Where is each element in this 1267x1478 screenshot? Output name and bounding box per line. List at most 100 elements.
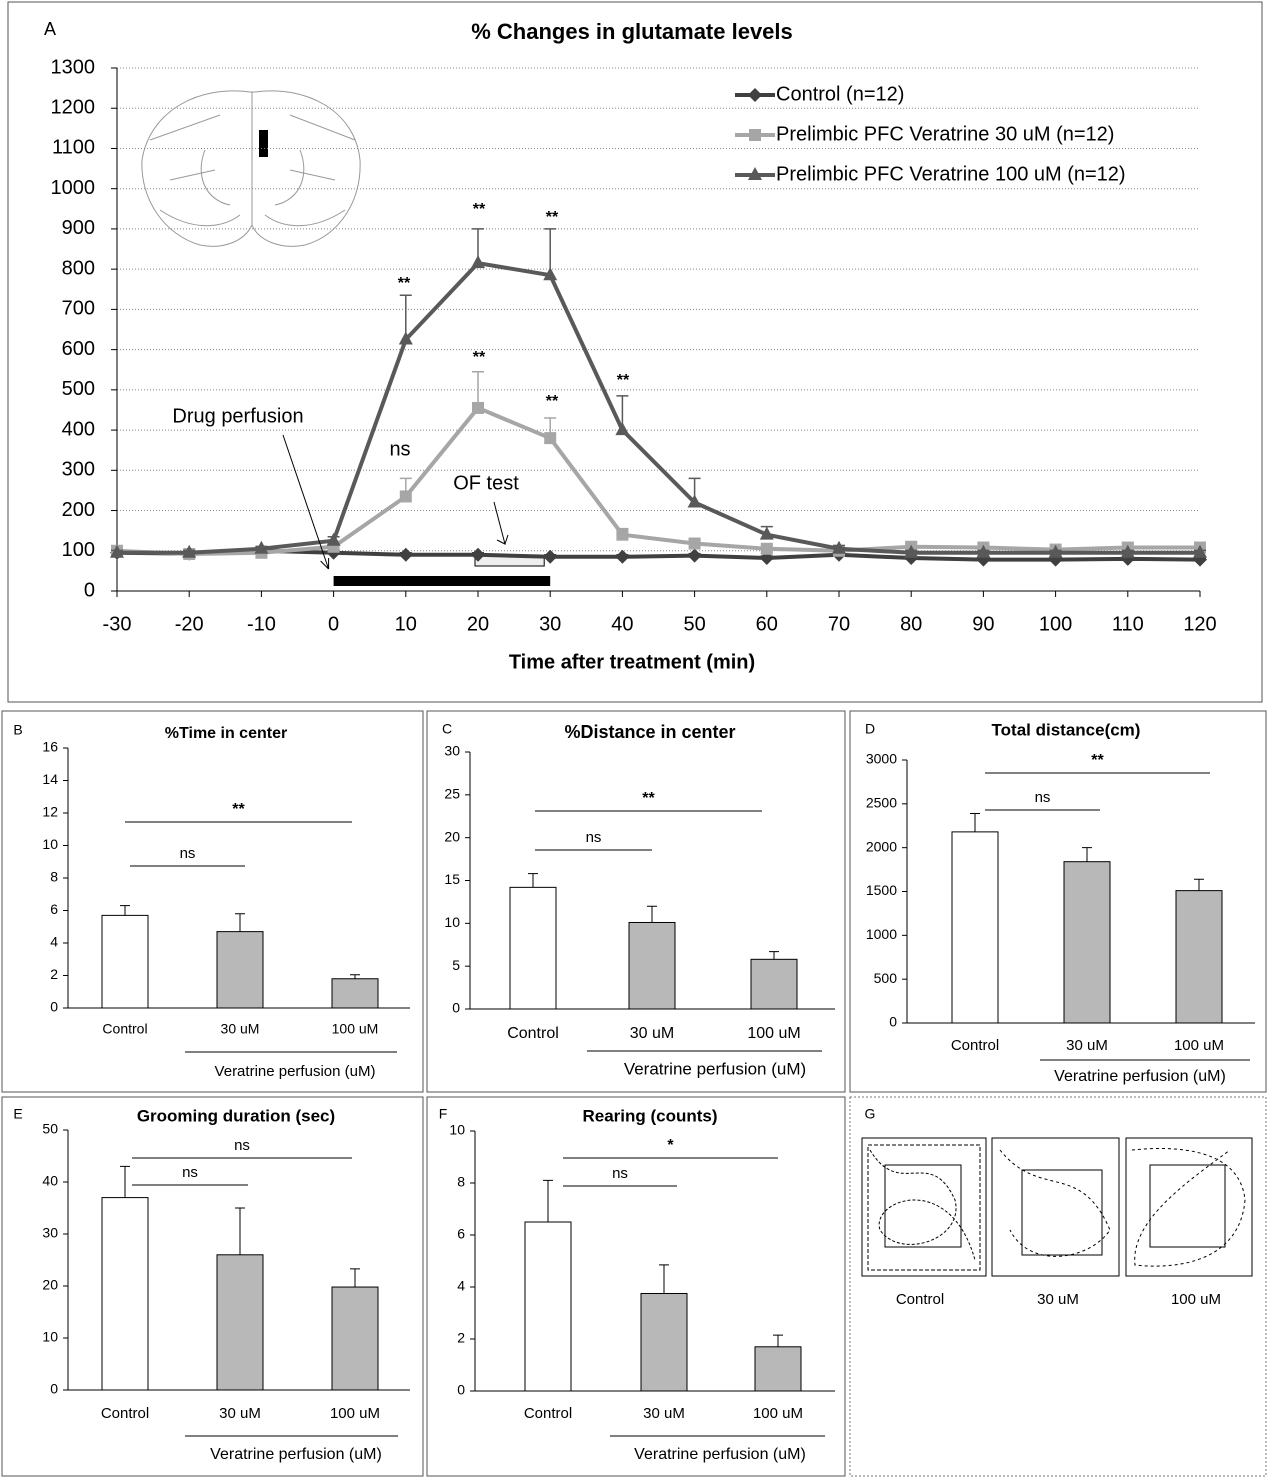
x-tick-label: 100 uM bbox=[747, 1025, 800, 1042]
perfusion-bar bbox=[333, 576, 551, 586]
y-tick-label: 40 bbox=[42, 1173, 58, 1189]
x-tick-label: 0 bbox=[328, 613, 339, 635]
error-bar bbox=[659, 1264, 669, 1294]
y-tick-label: 0 bbox=[457, 1382, 465, 1398]
x-tick-label: 100 uM bbox=[753, 1405, 803, 1422]
y-tick-label: 50 bbox=[42, 1121, 58, 1137]
y-tick-label: 500 bbox=[874, 970, 898, 986]
y-tick-label: 6 bbox=[457, 1226, 465, 1242]
y-tick-label: 900 bbox=[62, 217, 95, 239]
panel-frame bbox=[849, 710, 1267, 1093]
marker bbox=[687, 548, 702, 563]
x-axis-label: Veratrine perfusion (uM) bbox=[634, 1446, 806, 1463]
panel-letter: F bbox=[439, 1106, 448, 1122]
marker bbox=[1193, 544, 1207, 558]
marker bbox=[472, 401, 484, 414]
y-tick-label: 1100 bbox=[52, 137, 95, 159]
marker bbox=[254, 540, 269, 554]
annotation: ** bbox=[473, 349, 486, 366]
y-tick-label: 1000 bbox=[51, 177, 96, 199]
x-tick-label: 20 bbox=[467, 613, 489, 635]
y-tick-label: 6 bbox=[50, 901, 58, 917]
error-bar bbox=[1194, 878, 1204, 891]
arrow bbox=[493, 501, 509, 545]
panel-letter: E bbox=[13, 1106, 22, 1122]
y-tick-label: 3000 bbox=[866, 751, 897, 767]
chart-title: Grooming duration (sec) bbox=[137, 1106, 335, 1125]
y-tick-label: 2000 bbox=[866, 838, 897, 854]
x-tick-label: Control bbox=[102, 1021, 147, 1037]
x-tick-label: Control bbox=[101, 1405, 149, 1422]
y-tick-label: 2 bbox=[50, 966, 58, 982]
marker bbox=[326, 532, 341, 546]
significance-label: ns bbox=[1035, 789, 1051, 806]
marker bbox=[471, 547, 485, 562]
significance-label: ns bbox=[612, 1165, 628, 1182]
error-bar bbox=[769, 951, 779, 960]
significance-label: * bbox=[667, 1137, 674, 1154]
y-tick-label: 1500 bbox=[866, 882, 897, 898]
bar bbox=[750, 958, 798, 1010]
x-tick-label: 10 bbox=[395, 613, 417, 635]
y-tick-label: 30 bbox=[42, 1225, 58, 1241]
y-tick-label: 14 bbox=[42, 771, 58, 787]
y-tick-label: 300 bbox=[62, 459, 95, 481]
bar bbox=[216, 1254, 264, 1391]
legend-label: Prelimbic PFC Veratrine 30 uM (n=12) bbox=[776, 123, 1114, 145]
panel-letter: A bbox=[44, 19, 56, 39]
y-tick-label: 8 bbox=[457, 1174, 465, 1190]
marker bbox=[544, 432, 557, 445]
y-tick-label: 4 bbox=[50, 934, 58, 950]
x-tick-label: 30 uM bbox=[219, 1405, 261, 1422]
x-axis-label: Veratrine perfusion (uM) bbox=[1054, 1068, 1226, 1085]
panel-letter: G bbox=[865, 1106, 876, 1122]
error-bar bbox=[773, 1334, 783, 1347]
y-tick-label: 4 bbox=[457, 1278, 465, 1294]
significance-label: ** bbox=[1091, 752, 1104, 769]
significance-label: ** bbox=[642, 790, 655, 807]
x-tick-label: 80 bbox=[900, 613, 922, 635]
marker bbox=[976, 544, 991, 558]
significance-label: ns bbox=[586, 829, 602, 846]
marker bbox=[1120, 544, 1135, 558]
error-bar bbox=[1082, 847, 1092, 862]
track-label: Control bbox=[896, 1291, 944, 1308]
x-tick-label: Control bbox=[507, 1025, 559, 1042]
marker bbox=[759, 526, 774, 540]
bar bbox=[331, 978, 379, 1009]
error-bar bbox=[970, 812, 980, 832]
significance-label: ns bbox=[180, 845, 196, 862]
bar bbox=[101, 1197, 149, 1391]
marker bbox=[616, 528, 629, 541]
panel-frame bbox=[1, 1096, 424, 1477]
chart-title: Total distance(cm) bbox=[992, 720, 1141, 739]
error-bar bbox=[543, 1179, 553, 1222]
y-tick-label: 1000 bbox=[866, 926, 897, 942]
panel-frame bbox=[849, 1096, 1267, 1477]
y-tick-label: 12 bbox=[42, 804, 58, 820]
x-axis-label: Veratrine perfusion (uM) bbox=[624, 1059, 806, 1078]
panel-letter: B bbox=[13, 722, 22, 738]
annotation: ** bbox=[546, 393, 559, 410]
bar bbox=[101, 914, 149, 1009]
y-tick-label: 2500 bbox=[866, 795, 897, 811]
y-tick-label: 20 bbox=[444, 828, 460, 844]
y-tick-label: 2 bbox=[457, 1330, 465, 1346]
y-tick-label: 10 bbox=[444, 914, 460, 930]
y-tick-label: 400 bbox=[62, 418, 95, 440]
y-tick-label: 1200 bbox=[51, 97, 96, 119]
y-tick-label: 0 bbox=[889, 1014, 897, 1030]
marker bbox=[110, 544, 124, 558]
panel-frame bbox=[426, 1096, 846, 1477]
y-tick-label: 25 bbox=[444, 786, 460, 802]
annotation: ** bbox=[617, 372, 630, 389]
error-bar bbox=[528, 873, 538, 888]
brain-section bbox=[141, 90, 361, 247]
x-tick-label: -10 bbox=[247, 613, 276, 635]
marker bbox=[471, 255, 485, 269]
error-bar bbox=[235, 1207, 245, 1255]
y-tick-label: 16 bbox=[42, 739, 58, 755]
y-tick-label: 0 bbox=[50, 999, 58, 1015]
y-tick-label: 5 bbox=[452, 957, 460, 973]
series-line bbox=[117, 260, 1200, 555]
